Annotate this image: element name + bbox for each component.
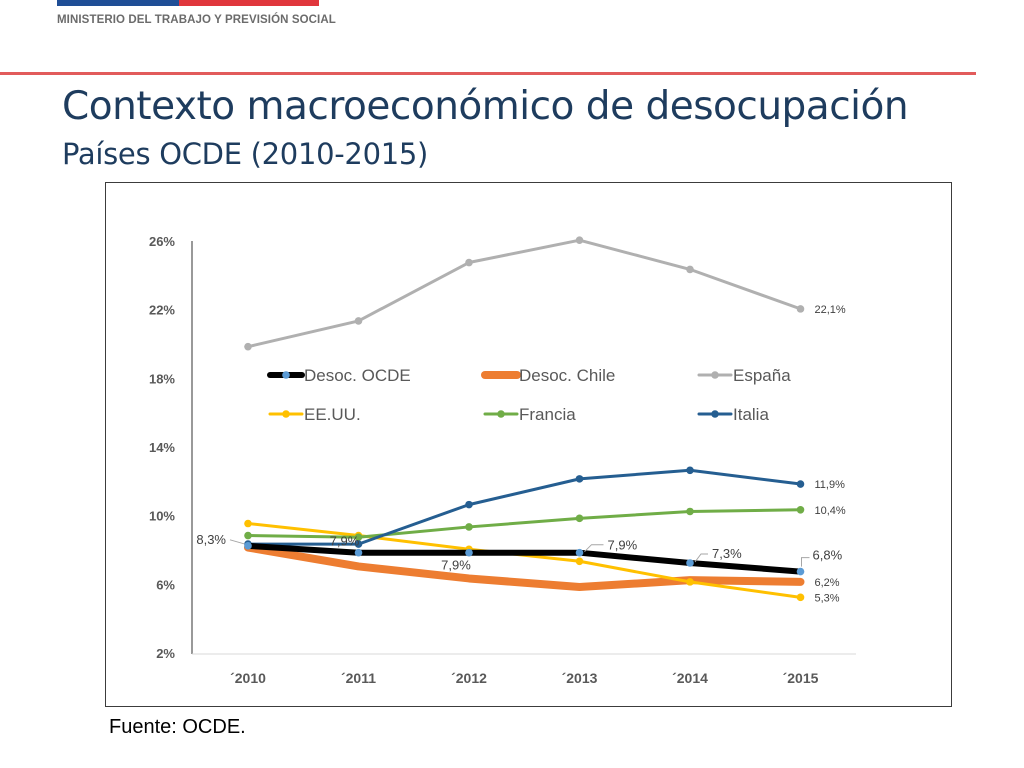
data-point	[354, 317, 363, 325]
data-point	[354, 548, 363, 557]
data-label: 10,4%	[815, 505, 846, 517]
y-tick-label: 22%	[149, 303, 175, 318]
y-tick-label: 26%	[149, 234, 175, 249]
x-tick-label: ´2015	[783, 670, 819, 686]
label-leader-line	[584, 544, 604, 553]
slide-subtitle: Países OCDE (2010-2015)	[62, 137, 429, 171]
x-tick-label: ´2010	[230, 670, 266, 686]
data-label: 22,1%	[815, 304, 846, 316]
data-point	[686, 466, 694, 475]
data-point	[686, 559, 694, 567]
legend-marker	[711, 410, 719, 418]
legend-label: Italia	[733, 405, 769, 424]
data-point	[244, 531, 252, 540]
legend-marker	[282, 410, 290, 418]
series-line-desoc-ocde	[245, 542, 804, 575]
ministry-name: MINISTERIO DEL TRABAJO Y PREVISIÓN SOCIA…	[57, 14, 336, 26]
data-point	[575, 514, 584, 523]
legend-label: España	[733, 366, 791, 385]
x-tick-label: ´2014	[672, 670, 708, 686]
data-point	[465, 258, 473, 267]
legend-label: Desoc. OCDE	[304, 366, 411, 385]
data-point	[796, 567, 805, 576]
flag-red-stripe	[179, 0, 319, 6]
data-point	[354, 533, 363, 542]
source-note: Fuente: OCDE.	[109, 716, 246, 738]
x-tick-label: ´2013	[562, 670, 598, 686]
data-point	[244, 542, 252, 550]
data-point	[244, 342, 252, 351]
data-label: 7,9%	[441, 558, 471, 573]
header-divider	[0, 72, 976, 75]
data-point	[796, 305, 805, 313]
series-line-italia	[246, 468, 802, 546]
x-tick-label: ´2011	[341, 670, 376, 686]
data-point	[575, 236, 584, 245]
data-point	[244, 519, 252, 528]
data-point	[686, 507, 694, 516]
data-point	[575, 557, 584, 566]
data-point	[686, 265, 694, 274]
legend-label: Francia	[519, 405, 576, 424]
data-point	[796, 505, 805, 514]
series-line-francia	[246, 508, 802, 539]
y-tick-label: 10%	[149, 509, 175, 524]
y-tick-label: 6%	[156, 577, 175, 592]
x-tick-label: ´2012	[451, 670, 487, 686]
data-point	[575, 475, 584, 483]
data-point	[354, 540, 363, 548]
series-line-espa-a	[246, 238, 802, 349]
series-line-desoc-chile	[244, 543, 805, 592]
legend-marker	[711, 371, 719, 379]
data-point	[465, 523, 473, 531]
data-label: 7,9%	[608, 538, 638, 553]
chart-frame: 2% 6% 10% 14% 18% 22% 26% ´2010 ´2011 ´2012 ´2013 ´…	[105, 182, 952, 707]
legend-marker	[282, 371, 290, 379]
slide-title: Contexto macroeconómico de desocupación	[62, 84, 909, 129]
legend-marker	[497, 410, 505, 418]
y-tick-label: 2%	[156, 646, 175, 661]
label-leader-line	[801, 557, 810, 567]
data-point	[465, 548, 473, 557]
data-label: 6,8%	[813, 548, 843, 563]
data-label: 5,3%	[815, 592, 840, 604]
data-label: 7,9%	[330, 534, 360, 549]
data-point	[686, 578, 694, 586]
legend-label: EE.UU.	[304, 405, 361, 424]
data-label: 8,3%	[196, 532, 226, 547]
flag-blue-stripe	[57, 0, 179, 6]
label-leader-line	[694, 553, 708, 563]
y-tick-label: 18%	[149, 371, 175, 386]
unemployment-line-chart: 2% 6% 10% 14% 18% 22% 26% ´2010 ´2011 ´2012 ´2013 ´…	[149, 234, 856, 686]
y-tick-label: 14%	[149, 440, 175, 455]
data-label: 6,2%	[815, 577, 840, 589]
data-point	[575, 548, 584, 557]
data-point	[465, 500, 473, 509]
data-point	[796, 593, 805, 602]
data-label: 11,9%	[815, 479, 846, 491]
legend-label: Desoc. Chile	[519, 366, 615, 385]
data-point	[796, 480, 805, 488]
label-leader-line	[229, 539, 245, 545]
data-label: 7,3%	[712, 546, 742, 561]
